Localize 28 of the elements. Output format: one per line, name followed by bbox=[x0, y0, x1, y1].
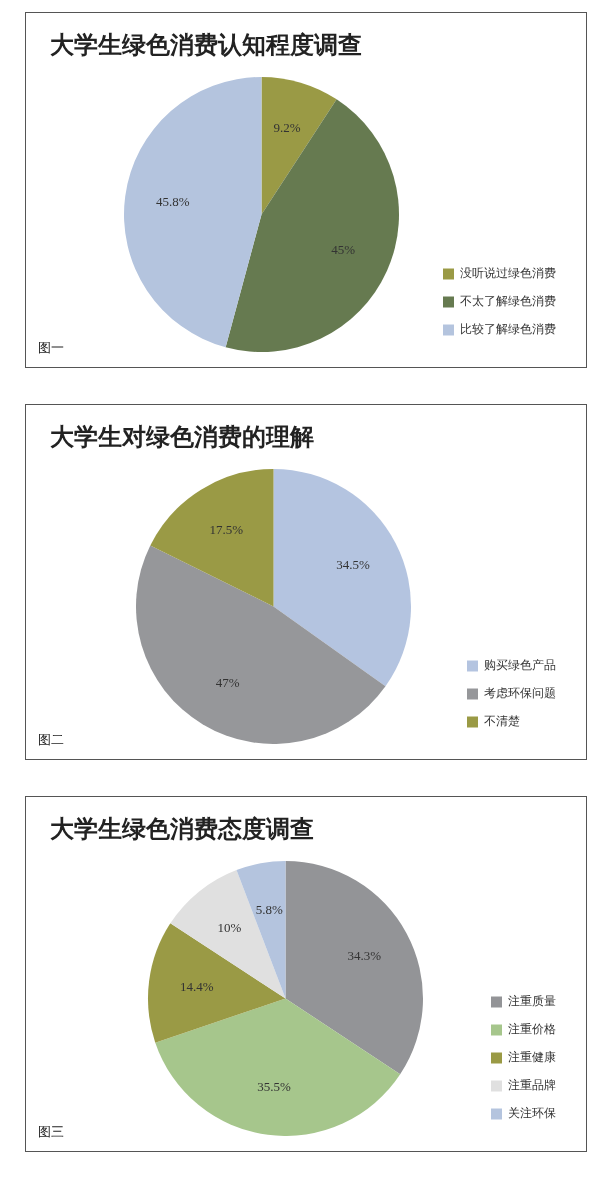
data-label: 34.3% bbox=[347, 947, 382, 963]
text: 图二 bbox=[38, 731, 64, 749]
legend-label: 不太了解绿色消费 bbox=[460, 294, 556, 309]
chart-title: 大学生对绿色消费的理解 bbox=[50, 422, 314, 453]
legend-label: 不清楚 bbox=[484, 714, 520, 729]
legend-label: 没听说过绿色消费 bbox=[460, 266, 556, 281]
legend-label: 关注环保 bbox=[508, 1106, 556, 1121]
legend-label: 注重价格 bbox=[508, 1022, 556, 1037]
chart-title: 大学生绿色消费认知程度调查 bbox=[50, 30, 362, 61]
legend-label: 考虑环保问题 bbox=[484, 686, 556, 701]
legend-label: 购买绿色产品 bbox=[484, 658, 556, 673]
data-label: 10% bbox=[217, 920, 242, 936]
data-label: 47% bbox=[215, 674, 240, 690]
legend-label: 注重健康 bbox=[508, 1050, 556, 1065]
text: 图一 bbox=[38, 339, 64, 357]
text: 图三 bbox=[38, 1123, 64, 1141]
data-label: 45% bbox=[331, 242, 356, 258]
legend-label: 注重品牌 bbox=[508, 1078, 556, 1093]
data-label: 17.5% bbox=[209, 521, 244, 537]
data-label: 34.5% bbox=[336, 556, 370, 572]
data-label: 5.8% bbox=[255, 902, 284, 918]
data-label: 35.5% bbox=[257, 1078, 291, 1094]
data-label: 45.8% bbox=[156, 194, 190, 210]
chart-title: 大学生绿色消费态度调查 bbox=[50, 814, 314, 845]
data-label: 9.2% bbox=[273, 120, 301, 136]
data-label: 14.4% bbox=[180, 978, 214, 994]
legend-label: 注重质量 bbox=[508, 994, 556, 1009]
legend-label: 比较了解绿色消费 bbox=[460, 322, 556, 337]
